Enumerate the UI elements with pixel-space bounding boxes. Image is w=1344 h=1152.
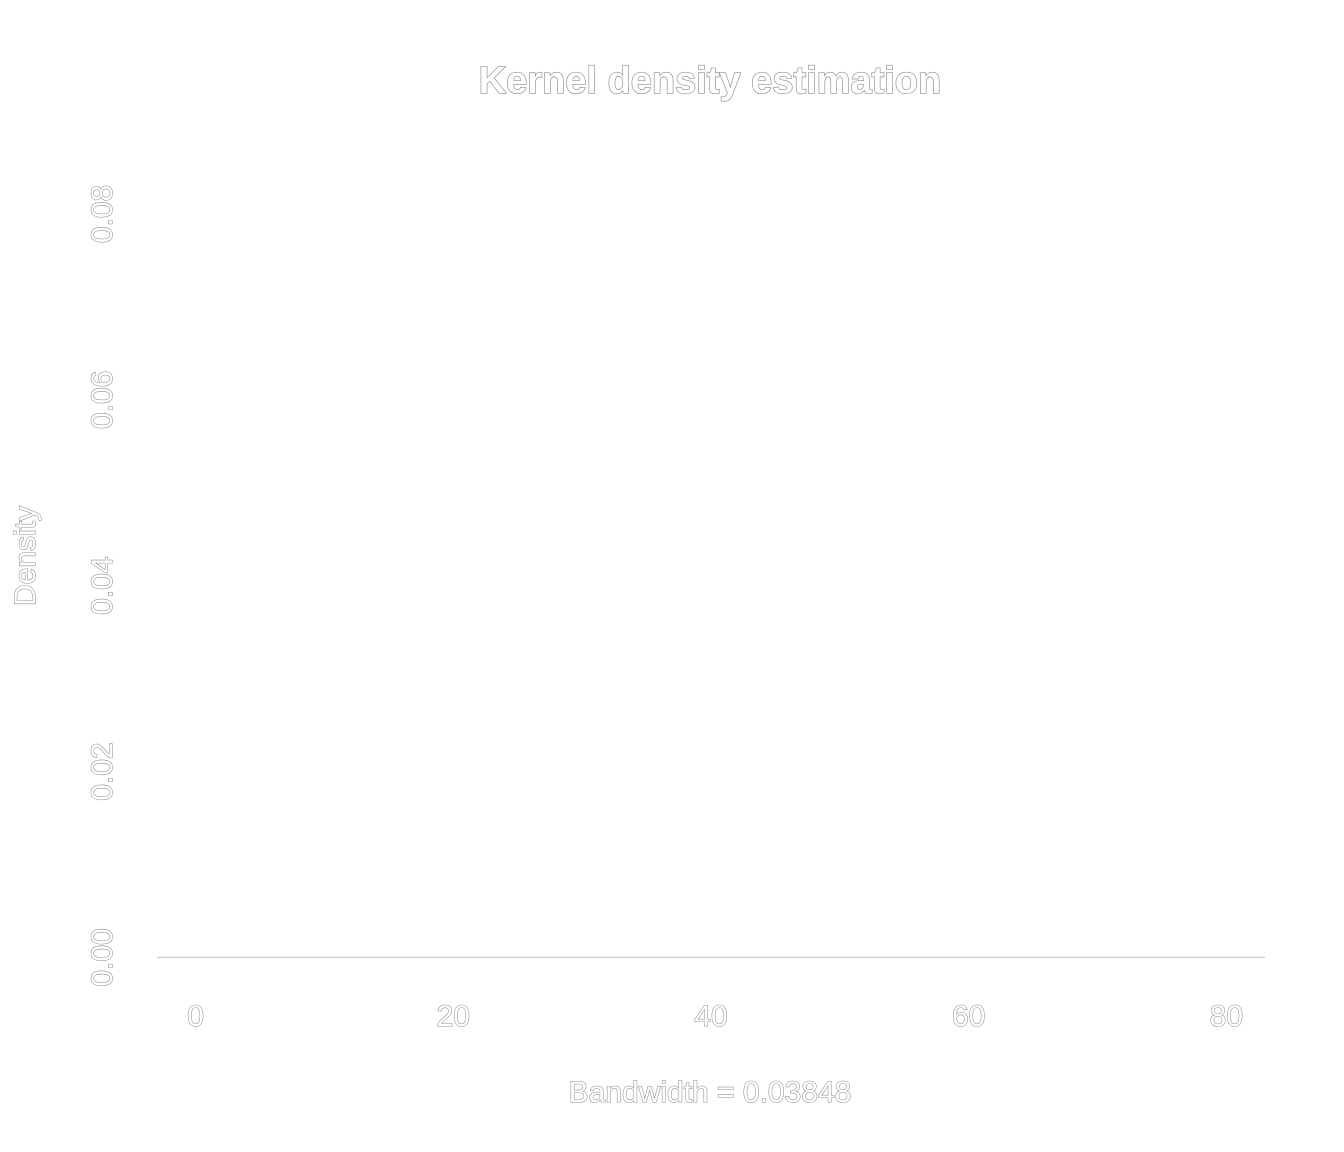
y-tick-label: 0.02	[86, 742, 119, 800]
x-tick-label: 80	[1210, 1000, 1243, 1033]
x-axis-ticks: 0 20 40 60 80	[187, 999, 1244, 1033]
x-tick-label: 20	[437, 1000, 470, 1033]
x-tick-label: 60	[952, 1000, 985, 1033]
y-tick-label: 0.00	[86, 928, 119, 986]
y-axis-label: Density	[9, 506, 42, 606]
y-tick-label: 0.06	[86, 371, 119, 429]
x-tick-label: 0	[187, 1000, 204, 1033]
y-tick-label: 0.04	[86, 557, 119, 615]
chart-title: Kernel density estimation	[479, 60, 941, 102]
x-axis-label: Bandwidth = 0.03848	[569, 1076, 852, 1109]
y-tick-label: 0.08	[86, 185, 119, 243]
y-axis-ticks: 0.00 0.02 0.04 0.06 0.08	[85, 184, 119, 987]
x-tick-label: 40	[694, 1000, 727, 1033]
